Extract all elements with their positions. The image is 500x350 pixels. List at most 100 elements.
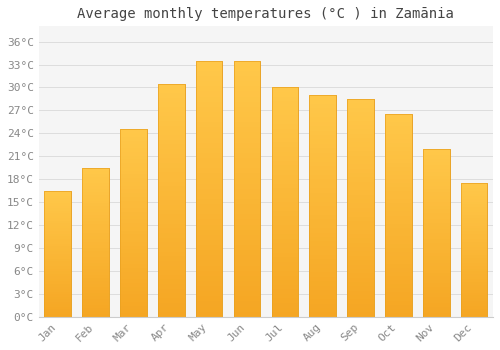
Bar: [423, 196, 450, 199]
Bar: [348, 155, 374, 160]
Bar: [348, 225, 374, 230]
Bar: [44, 208, 71, 211]
Bar: [44, 281, 71, 284]
Bar: [461, 183, 487, 317]
Bar: [44, 292, 71, 294]
Bar: [158, 238, 184, 242]
Bar: [120, 174, 146, 178]
Bar: [120, 283, 146, 287]
Bar: [158, 135, 184, 140]
Bar: [310, 268, 336, 272]
Bar: [461, 279, 487, 282]
Bar: [44, 203, 71, 206]
Bar: [158, 303, 184, 308]
Bar: [310, 219, 336, 224]
Bar: [310, 277, 336, 281]
Bar: [234, 219, 260, 225]
Bar: [196, 296, 222, 301]
Bar: [234, 122, 260, 127]
Bar: [196, 102, 222, 107]
Bar: [272, 156, 298, 161]
Bar: [120, 223, 146, 227]
Bar: [423, 290, 450, 293]
Bar: [461, 255, 487, 258]
Bar: [310, 202, 336, 206]
Bar: [272, 243, 298, 248]
Bar: [423, 206, 450, 209]
Bar: [310, 246, 336, 250]
Bar: [348, 138, 374, 142]
Bar: [310, 295, 336, 299]
Bar: [461, 287, 487, 290]
Bar: [120, 145, 146, 148]
Bar: [234, 143, 260, 148]
Bar: [158, 186, 184, 191]
Bar: [423, 243, 450, 246]
Bar: [82, 186, 109, 189]
Bar: [385, 147, 411, 150]
Bar: [272, 289, 298, 294]
Bar: [120, 163, 146, 167]
Bar: [423, 280, 450, 283]
Bar: [310, 144, 336, 148]
Bar: [196, 286, 222, 291]
Bar: [234, 86, 260, 91]
Bar: [82, 293, 109, 296]
Bar: [272, 275, 298, 280]
Bar: [272, 234, 298, 239]
Bar: [423, 250, 450, 253]
Bar: [385, 248, 411, 252]
Bar: [196, 107, 222, 112]
Bar: [423, 260, 450, 263]
Bar: [385, 163, 411, 167]
Bar: [272, 239, 298, 243]
Bar: [44, 264, 71, 266]
Bar: [385, 216, 411, 219]
Bar: [461, 210, 487, 212]
Bar: [423, 186, 450, 189]
Bar: [310, 255, 336, 259]
Bar: [158, 158, 184, 163]
Bar: [423, 303, 450, 307]
Bar: [272, 88, 298, 317]
Bar: [82, 272, 109, 275]
Bar: [461, 183, 487, 186]
Bar: [310, 117, 336, 122]
Bar: [44, 223, 71, 226]
Bar: [385, 285, 411, 288]
Bar: [272, 152, 298, 156]
Bar: [461, 239, 487, 242]
Bar: [82, 257, 109, 260]
Bar: [82, 168, 109, 171]
Bar: [120, 268, 146, 272]
Bar: [44, 218, 71, 221]
Bar: [196, 312, 222, 317]
Bar: [120, 238, 146, 242]
Bar: [196, 194, 222, 199]
Bar: [120, 201, 146, 204]
Bar: [348, 134, 374, 138]
Bar: [310, 228, 336, 232]
Bar: [234, 61, 260, 317]
Bar: [82, 168, 109, 317]
Bar: [82, 278, 109, 281]
Bar: [196, 230, 222, 235]
Bar: [423, 166, 450, 169]
Title: Average monthly temperatures (°C ) in Zamānia: Average monthly temperatures (°C ) in Za…: [78, 7, 454, 21]
Bar: [44, 191, 71, 317]
Bar: [348, 103, 374, 108]
Bar: [196, 240, 222, 245]
Bar: [348, 290, 374, 295]
Bar: [120, 302, 146, 306]
Bar: [348, 195, 374, 199]
Bar: [461, 247, 487, 250]
Bar: [120, 279, 146, 283]
Bar: [44, 214, 71, 216]
Bar: [44, 261, 71, 264]
Bar: [461, 186, 487, 188]
Bar: [82, 209, 109, 212]
Bar: [348, 273, 374, 278]
Bar: [44, 241, 71, 244]
Bar: [310, 237, 336, 241]
Bar: [348, 173, 374, 177]
